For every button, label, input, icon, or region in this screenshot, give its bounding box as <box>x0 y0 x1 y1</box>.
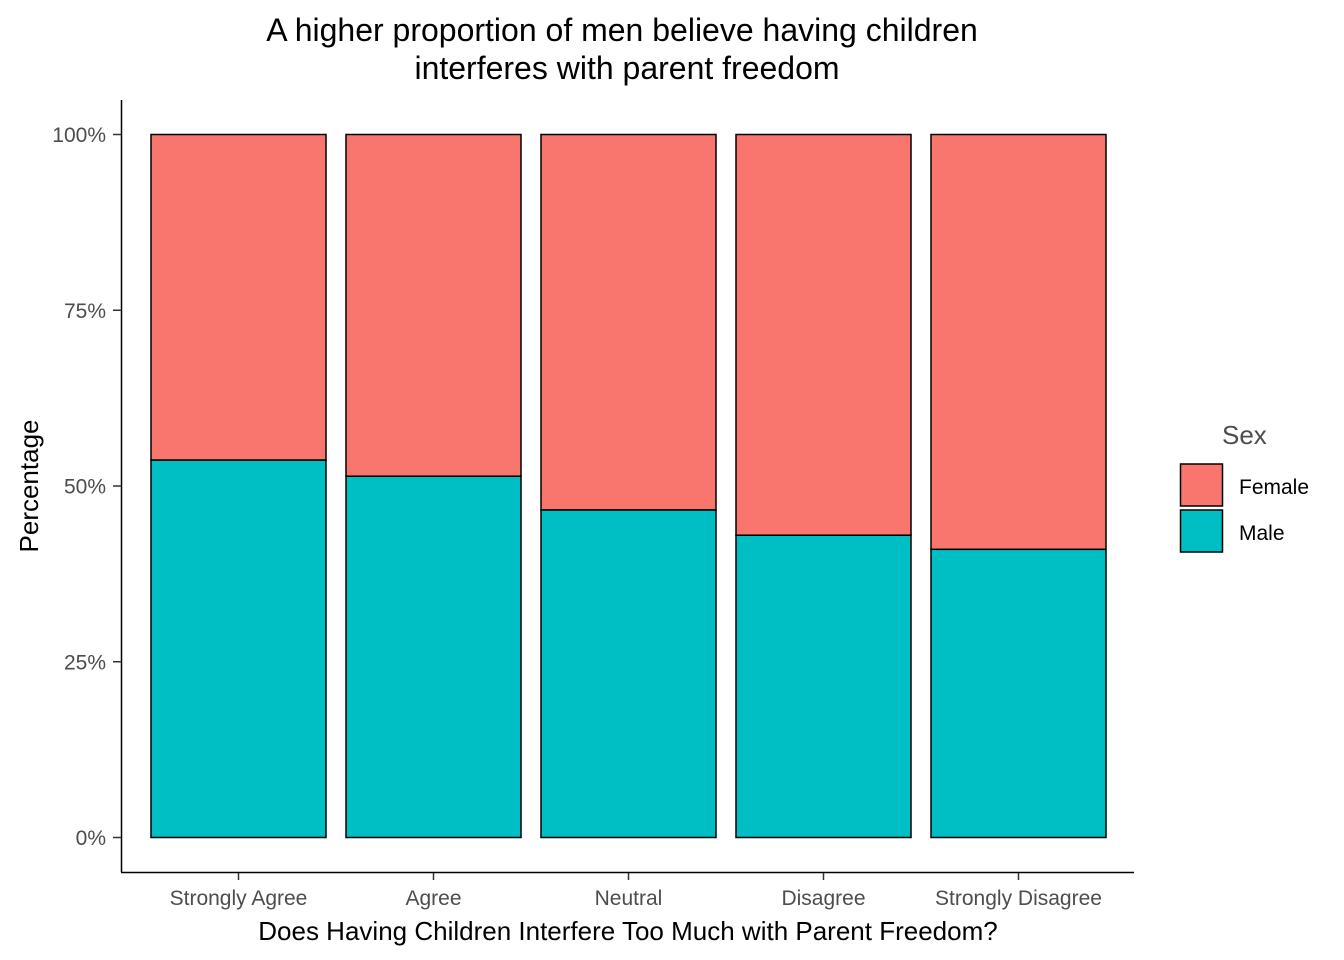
bars-group <box>150 133 1107 839</box>
legend-key-female <box>1179 463 1224 507</box>
bar-male-3 <box>540 509 717 839</box>
legend-label-female: Female <box>1239 476 1309 499</box>
chart-title-line-2: interferes with parent freedom <box>414 50 839 86</box>
x-tick-label: Disagree <box>781 887 865 910</box>
bar-male-2 <box>345 475 522 839</box>
bar-female-3 <box>540 133 717 511</box>
y-tick-label: 75% <box>64 300 106 323</box>
y-tick-label: 50% <box>64 476 106 499</box>
x-tick-label: Agree <box>405 887 461 910</box>
x-axis-title: Does Having Children Interfere Too Much … <box>258 916 997 946</box>
y-ticks-group: 0% 25% 50% 75% 100% <box>52 124 121 850</box>
bar-male-4 <box>735 534 912 839</box>
bar-male-5 <box>930 548 1107 839</box>
x-tick-label: Strongly Agree <box>170 887 308 910</box>
y-axis-title: Percentage <box>14 420 44 553</box>
chart-title-line-1: A higher proportion of men believe havin… <box>266 12 978 48</box>
bar-female-2 <box>345 133 522 477</box>
bar-male-1 <box>150 459 327 839</box>
y-tick-label: 25% <box>64 651 106 674</box>
legend-key-male <box>1179 509 1224 553</box>
x-tick-label: Neutral <box>595 887 663 910</box>
y-tick-label: 0% <box>76 827 106 850</box>
bar-female-5 <box>930 133 1107 551</box>
bar-female-1 <box>150 133 327 461</box>
legend-title: Sex <box>1222 420 1267 450</box>
legend-label-male: Male <box>1239 522 1285 545</box>
legend: Sex Female Male <box>1179 420 1309 553</box>
x-tick-label: Strongly Disagree <box>935 887 1102 910</box>
y-tick-label: 100% <box>52 124 106 147</box>
bar-female-4 <box>735 133 912 536</box>
x-ticks-group: Strongly Agree Agree Neutral Disagree Strong… <box>170 873 1102 910</box>
